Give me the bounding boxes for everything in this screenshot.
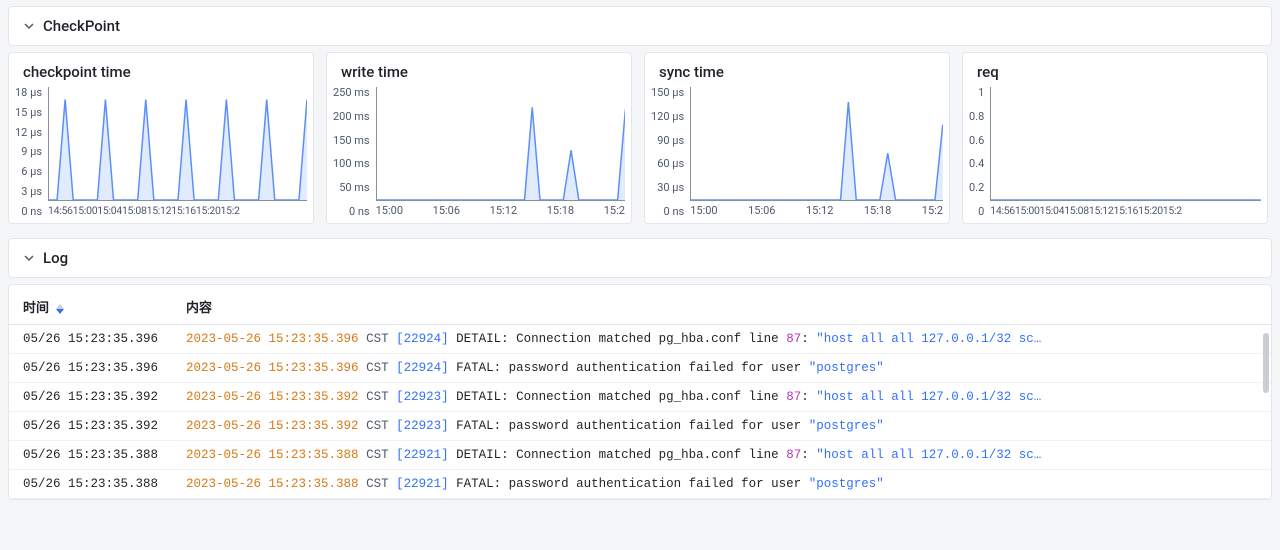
chart-plot[interactable] <box>376 87 625 201</box>
chart-title: sync time <box>651 63 943 87</box>
chart-card-req: req10.80.60.40.2014:5615:0015:0415:0815:… <box>962 52 1268 224</box>
col-header-time[interactable]: 时间 <box>9 285 172 325</box>
log-time-cell: 05/26 15:23:35.392 <box>9 412 172 441</box>
log-time-cell: 05/26 15:23:35.388 <box>9 441 172 470</box>
charts-row: checkpoint time18 μs15 μs12 μs9 μs6 μs3 … <box>0 52 1280 232</box>
scrollbar-thumb[interactable] <box>1263 333 1269 393</box>
log-content-cell: 2023-05-26 15:23:35.396 CST [22924] FATA… <box>172 354 1271 383</box>
chart-plot[interactable] <box>690 87 943 201</box>
chart-card-checkpoint-time: checkpoint time18 μs15 μs12 μs9 μs6 μs3 … <box>8 52 314 224</box>
y-axis: 150 μs120 μs90 μs60 μs30 μs0 ns <box>651 87 690 217</box>
y-axis: 10.80.60.40.20 <box>969 87 990 217</box>
col-header-content[interactable]: 内容 <box>172 285 1271 325</box>
col-header-content-label: 内容 <box>186 301 212 316</box>
chevron-down-icon <box>23 20 35 32</box>
x-axis: 15:0015:0615:1215:1815:2 <box>690 201 943 217</box>
log-content-cell: 2023-05-26 15:23:35.396 CST [22924] DETA… <box>172 325 1271 354</box>
sort-icon[interactable] <box>56 304 64 314</box>
log-content-cell: 2023-05-26 15:23:35.392 CST [22923] FATA… <box>172 412 1271 441</box>
x-axis: 14:5615:0015:0415:0815:1215:1615:2015:2 <box>990 201 1261 217</box>
chart-card-sync-time: sync time150 μs120 μs90 μs60 μs30 μs0 ns… <box>644 52 950 224</box>
table-row[interactable]: 05/26 15:23:35.3962023-05-26 15:23:35.39… <box>9 354 1271 383</box>
table-row[interactable]: 05/26 15:23:35.3882023-05-26 15:23:35.38… <box>9 470 1271 499</box>
chevron-down-icon <box>23 252 35 264</box>
chart-title: write time <box>333 63 625 87</box>
x-axis: 15:0015:0615:1215:1815:2 <box>376 201 625 217</box>
table-row[interactable]: 05/26 15:23:35.3922023-05-26 15:23:35.39… <box>9 383 1271 412</box>
chart-card-write-time: write time250 ms200 ms150 ms100 ms50 ms0… <box>326 52 632 224</box>
log-content-cell: 2023-05-26 15:23:35.388 CST [22921] FATA… <box>172 470 1271 499</box>
table-row[interactable]: 05/26 15:23:35.3882023-05-26 15:23:35.38… <box>9 441 1271 470</box>
log-time-cell: 05/26 15:23:35.392 <box>9 383 172 412</box>
log-time-cell: 05/26 15:23:35.388 <box>9 470 172 499</box>
chart-title: checkpoint time <box>15 63 307 87</box>
chart-title: req <box>969 63 1261 87</box>
table-row[interactable]: 05/26 15:23:35.3922023-05-26 15:23:35.39… <box>9 412 1271 441</box>
table-row[interactable]: 05/26 15:23:35.3962023-05-26 15:23:35.39… <box>9 325 1271 354</box>
chart-plot[interactable] <box>990 87 1261 201</box>
log-table: 时间 内容 05/26 15:23:35.3962023-05-26 15:23… <box>9 285 1271 499</box>
y-axis: 18 μs15 μs12 μs9 μs6 μs3 μs0 ns <box>15 87 48 217</box>
log-content-cell: 2023-05-26 15:23:35.392 CST [22923] DETA… <box>172 383 1271 412</box>
section-header-log[interactable]: Log <box>8 238 1272 278</box>
section-title: Log <box>43 249 68 267</box>
log-content-cell: 2023-05-26 15:23:35.388 CST [22921] DETA… <box>172 441 1271 470</box>
log-panel: 时间 内容 05/26 15:23:35.3962023-05-26 15:23… <box>8 284 1272 500</box>
log-time-cell: 05/26 15:23:35.396 <box>9 354 172 383</box>
y-axis: 250 ms200 ms150 ms100 ms50 ms0 ns <box>333 87 376 217</box>
section-header-checkpoint[interactable]: CheckPoint <box>8 6 1272 46</box>
x-axis: 14:5615:0015:0415:0815:1215:1615:2015:2 <box>48 201 307 217</box>
chart-plot[interactable] <box>48 87 307 201</box>
log-time-cell: 05/26 15:23:35.396 <box>9 325 172 354</box>
col-header-time-label: 时间 <box>23 301 49 316</box>
section-title: CheckPoint <box>43 17 120 35</box>
